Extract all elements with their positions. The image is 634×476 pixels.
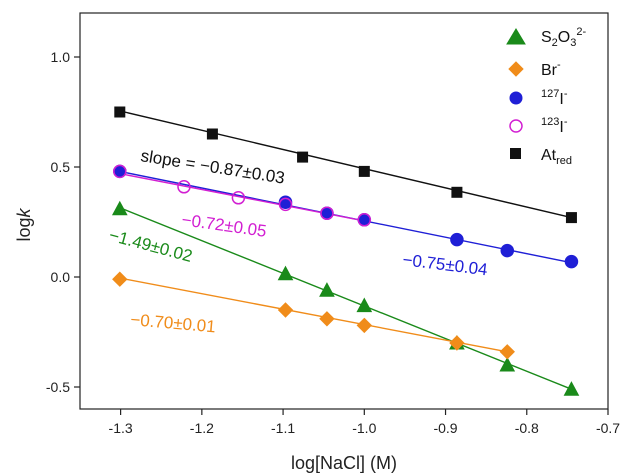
x-axis-label: log[NaCl] (M)	[291, 453, 397, 473]
legend-label-s2o3: S2O32-	[541, 26, 586, 49]
annotation-127i: −0.75±0.04	[402, 250, 489, 279]
legend-marker-triangle	[507, 29, 525, 44]
annotation-br: −0.70±0.01	[130, 310, 217, 336]
annotation-123i: −0.72±0.05	[180, 210, 267, 241]
y-tick-label: 1.0	[51, 49, 71, 65]
data-point-4-5	[566, 212, 577, 223]
data-point-4-3	[359, 166, 370, 177]
x-axis: -1.3 -1.2 -1.1 -1.0 -0.9 -0.8 -0.7	[109, 409, 621, 436]
data-point-1-2	[320, 312, 334, 326]
y-tick-label: 0.0	[51, 269, 71, 285]
annotation-s2o3: −1.49±0.02	[107, 226, 194, 266]
data-point-4-4	[451, 187, 462, 198]
data-point-1-1	[279, 303, 293, 317]
data-point-1-5	[500, 345, 514, 359]
data-point-1-0	[113, 272, 127, 286]
data-point-2-4	[451, 234, 463, 246]
legend-label-123i: 123I-	[541, 116, 568, 136]
y-axis: -0.5 0.0 0.5 1.0	[46, 49, 80, 395]
legend-item-s2o3: S2O32-	[507, 26, 586, 49]
legend-label-127i: 127I-	[541, 88, 568, 108]
x-tick-label: -1.1	[271, 420, 295, 436]
data-point-4-2	[297, 152, 308, 163]
data-point-0-5	[500, 358, 514, 371]
fit-line-0	[120, 208, 572, 390]
x-tick-label: -1.3	[109, 420, 133, 436]
data-point-2-6	[565, 256, 577, 268]
legend-item-br: Br-	[509, 59, 561, 79]
legend-marker-circle	[510, 92, 522, 104]
y-tick-label: -0.5	[46, 379, 70, 395]
data-point-4-1	[207, 129, 218, 140]
data-point-0-1	[279, 267, 293, 280]
legend-item-at-red: Atred	[510, 147, 572, 167]
y-axis-label: logk	[14, 207, 34, 241]
legend-label-at-red: Atred	[541, 147, 572, 167]
legend-item-123i: 123I-	[510, 116, 568, 136]
x-tick-label: -1.0	[352, 420, 376, 436]
legend-marker-open-circle	[510, 120, 522, 132]
legend: S2O32- Br- 127I- 123I- Atred	[507, 26, 586, 167]
data-point-0-6	[564, 382, 578, 395]
legend-marker-square	[510, 148, 521, 159]
x-tick-label: -1.2	[190, 420, 214, 436]
y-tick-label: 0.5	[51, 159, 71, 175]
data-point-1-3	[357, 318, 371, 332]
legend-marker-diamond	[509, 62, 523, 76]
x-tick-label: -0.7	[596, 420, 620, 436]
plot-frame	[80, 13, 608, 409]
x-tick-label: -0.8	[515, 420, 539, 436]
data-point-0-0	[113, 202, 127, 215]
data-point-2-5	[501, 245, 513, 257]
legend-label-br: Br-	[541, 59, 561, 79]
legend-item-127i: 127I-	[510, 88, 568, 108]
x-tick-label: -0.9	[433, 420, 457, 436]
data-point-0-3	[357, 299, 371, 312]
data-point-4-0	[114, 107, 125, 118]
